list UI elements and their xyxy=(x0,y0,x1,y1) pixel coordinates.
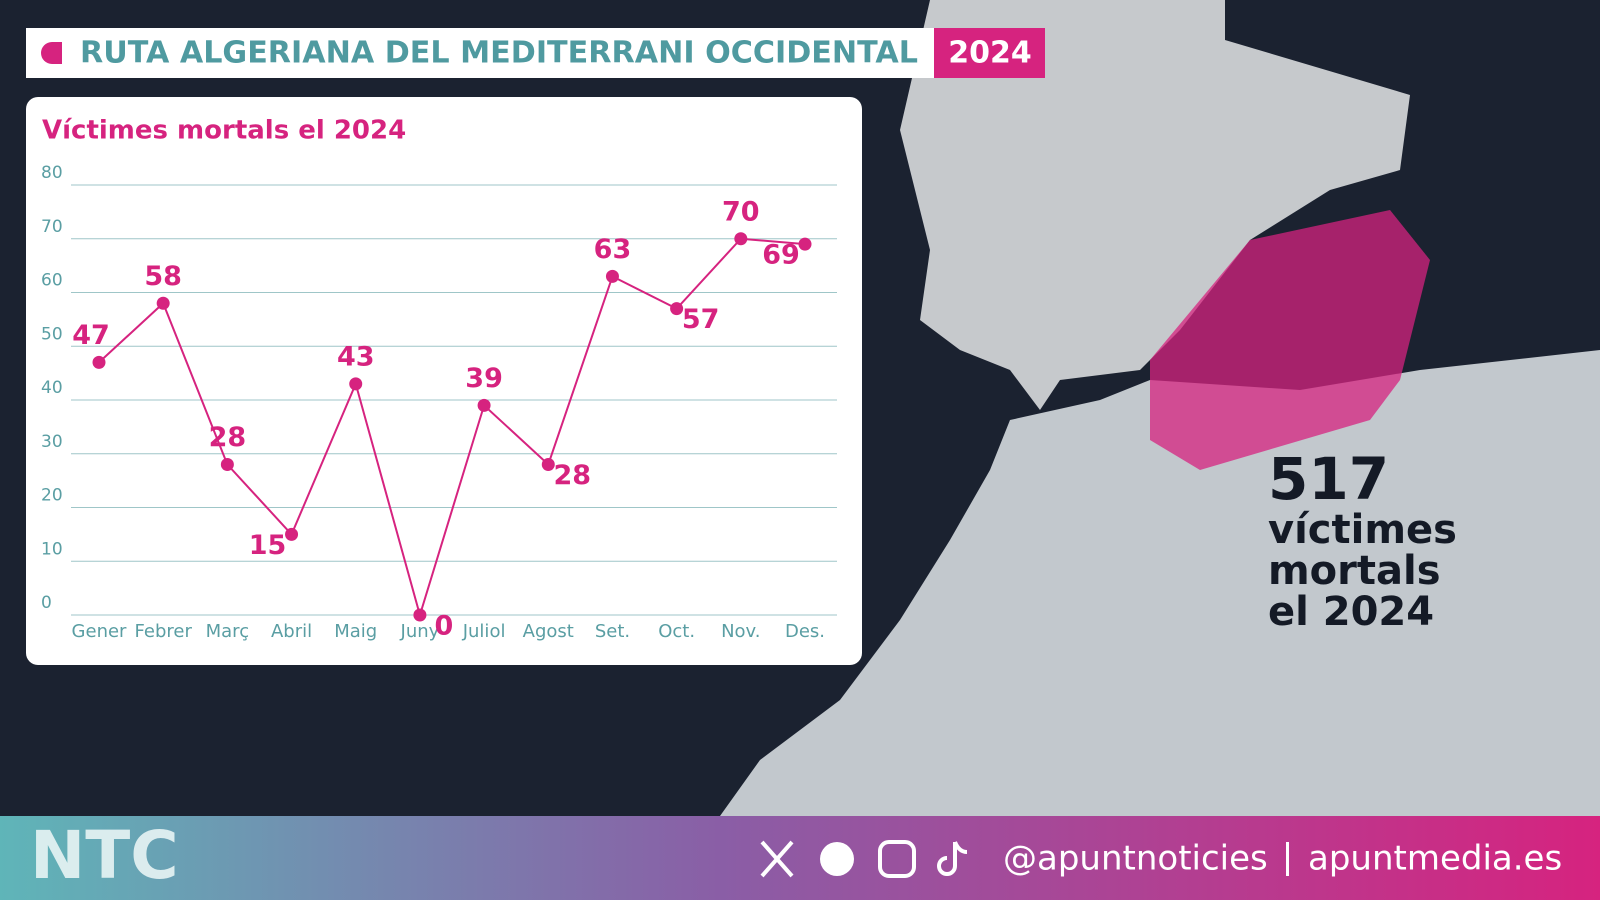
value-label: 63 xyxy=(594,234,632,265)
point xyxy=(798,237,812,251)
route-area xyxy=(1150,210,1430,470)
y-tick-label: 30 xyxy=(41,432,63,452)
total: 517 xyxy=(1268,445,1389,513)
x-tick-label: Abril xyxy=(271,621,312,642)
x-icon[interactable] xyxy=(760,840,794,878)
value-label: 69 xyxy=(762,240,800,271)
title-bar xyxy=(26,28,934,78)
title: RUTA ALGERIANA DEL MEDITERRANI OCCIDENTA… xyxy=(80,36,918,71)
y-tick-label: 10 xyxy=(41,539,63,559)
annotation-line: víctimes xyxy=(1268,507,1457,553)
x-tick-label: Des. xyxy=(785,621,825,642)
point xyxy=(477,398,491,412)
point xyxy=(734,232,748,246)
x-tick-label: Juliol xyxy=(462,621,506,642)
y-tick-label: 20 xyxy=(41,486,63,506)
value-label: 47 xyxy=(72,320,110,351)
y-tick-label: 60 xyxy=(41,271,63,291)
point xyxy=(541,458,555,471)
year: 2024 xyxy=(948,36,1032,71)
x-tick-label: Agost xyxy=(523,621,574,642)
value-label: 28 xyxy=(553,460,591,491)
facebook-icon[interactable] xyxy=(820,842,854,876)
point xyxy=(670,302,684,316)
site[interactable]: apuntmedia.es xyxy=(1308,839,1562,879)
value-label: 43 xyxy=(337,341,375,372)
footer xyxy=(0,816,1600,900)
value-label: 57 xyxy=(682,304,720,335)
y-tick-label: 70 xyxy=(41,217,63,237)
value-label: 70 xyxy=(722,196,760,227)
x-tick-label: Nov. xyxy=(721,621,760,642)
plot: 0 10 20 30 40 50 60 70 80 Gener Febrer Març Abril Mai… xyxy=(41,163,837,642)
annotation-line: el 2024 xyxy=(1268,589,1434,635)
y-tick-label: 80 xyxy=(41,163,63,183)
x-tick-label: Juny xyxy=(400,621,440,642)
year-bar xyxy=(934,28,1045,78)
value-label: 39 xyxy=(465,363,503,394)
value-label: 58 xyxy=(144,261,182,292)
x-tick-label: Març xyxy=(206,621,249,642)
point xyxy=(220,458,234,471)
value-label: 0 xyxy=(435,611,454,642)
y-tick-label: 50 xyxy=(41,324,63,344)
chart-title: Víctimes mortals el 2024 xyxy=(42,116,406,146)
point xyxy=(605,269,619,283)
y-tick-label: 40 xyxy=(41,378,63,398)
point xyxy=(349,377,363,391)
line xyxy=(98,237,806,619)
value-label: 28 xyxy=(209,422,247,453)
x-tick-label: Febrer xyxy=(135,621,193,642)
north-africa xyxy=(720,350,1600,816)
iberia xyxy=(900,0,1410,410)
annotation-line: mortals xyxy=(1268,548,1441,594)
logo: NTC xyxy=(30,817,179,894)
x-tick-label: Oct. xyxy=(658,621,695,642)
y-tick-label: 0 xyxy=(41,593,52,613)
social-icons xyxy=(760,840,968,878)
point xyxy=(413,608,427,622)
point xyxy=(92,355,106,369)
tiktok-icon[interactable] xyxy=(937,841,968,876)
handle[interactable]: @apuntnoticies xyxy=(1003,839,1268,879)
x-tick-label: Set. xyxy=(595,621,630,642)
title-icon xyxy=(41,42,62,64)
chart-card xyxy=(26,97,862,665)
value-label: 15 xyxy=(249,530,287,561)
point xyxy=(156,296,170,310)
x-tick-label: Maig xyxy=(334,621,377,642)
instagram-icon[interactable] xyxy=(878,840,916,878)
point xyxy=(285,527,299,541)
x-tick-label: Gener xyxy=(72,621,128,642)
separator xyxy=(1286,842,1289,876)
